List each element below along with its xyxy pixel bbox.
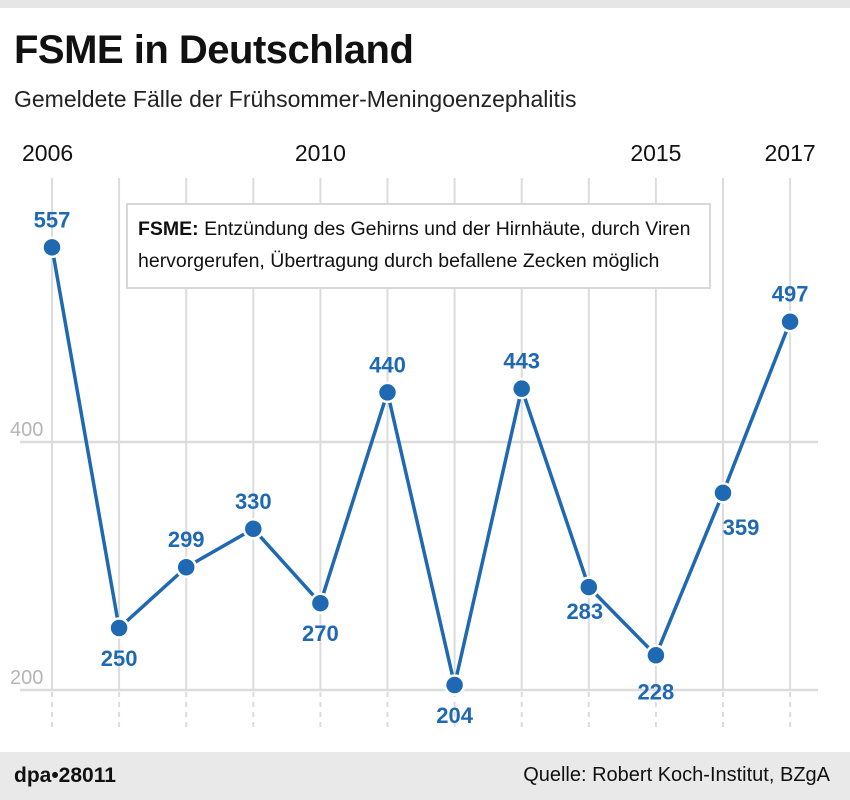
definition-note: FSME: Entzündung des Gehirns und der Hir… (126, 203, 711, 289)
x-tick-label: 2010 (295, 140, 346, 166)
data-point (108, 617, 130, 639)
data-label: 228 (638, 679, 675, 704)
note-line2: hervorgerufen, Übertragung durch befalle… (138, 250, 660, 272)
data-point (510, 377, 533, 400)
x-tick-label: 2015 (630, 140, 681, 166)
series-line (50, 247, 792, 686)
data-point (645, 644, 667, 667)
chart-title: FSME in Deutschland (14, 28, 414, 72)
line-chart: 200 400 2006 2010 2015 2017 557 250 299 330 270 440… (10, 140, 818, 730)
data-label: 440 (369, 352, 406, 377)
top-bar (0, 0, 850, 8)
data-point (376, 381, 399, 404)
data-label: 330 (235, 489, 272, 514)
data-label: 443 (503, 349, 540, 374)
data-label: 557 (34, 207, 71, 232)
data-label: 283 (566, 599, 603, 624)
footer: dpa•28011 Quelle: Robert Koch-Institut, … (0, 752, 850, 800)
data-point (309, 592, 332, 614)
data-label: 250 (101, 646, 138, 671)
data-point (779, 310, 801, 333)
data-point (242, 518, 265, 540)
note-line1: Entzündung des Gehirns und der Hirnhäute… (198, 218, 691, 240)
data-point (175, 556, 197, 578)
chart-subtitle: Gemeldete Fälle der Frühsommer-Meningoen… (14, 86, 577, 112)
data-point (41, 236, 63, 259)
dpa-brand: dpa•28011 (14, 764, 116, 787)
data-label: 270 (302, 621, 339, 646)
y-tick-label: 200 (10, 667, 43, 689)
data-label: 359 (723, 515, 760, 540)
x-tick-label: 2017 (765, 140, 816, 166)
data-point (712, 482, 734, 504)
data-label: 204 (436, 703, 473, 728)
data-point (578, 576, 600, 598)
data-label: 299 (168, 527, 205, 552)
data-label: 497 (772, 282, 809, 307)
source-text: Quelle: Robert Koch-Institut, BZgA (523, 764, 830, 786)
note-term: FSME: (138, 218, 199, 240)
data-point (443, 674, 466, 696)
x-tick-label: 2006 (22, 140, 73, 166)
y-tick-label: 400 (10, 419, 43, 441)
